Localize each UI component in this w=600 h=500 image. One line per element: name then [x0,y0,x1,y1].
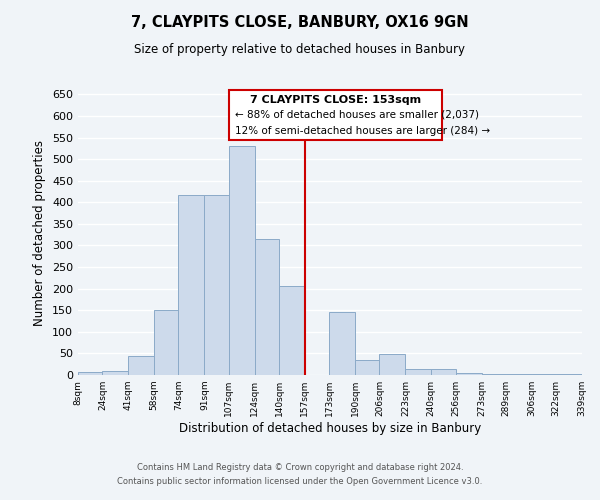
Bar [355,360,379,375]
Bar [78,372,103,375]
Y-axis label: Number of detached properties: Number of detached properties [34,140,46,326]
Bar [279,286,305,375]
X-axis label: Distribution of detached houses by size in Banbury: Distribution of detached houses by size … [179,422,481,435]
Text: Contains public sector information licensed under the Open Government Licence v3: Contains public sector information licen… [118,477,482,486]
Bar [506,374,532,375]
Bar [254,239,279,375]
Text: Contains HM Land Registry data © Crown copyright and database right 2024.: Contains HM Land Registry data © Crown c… [137,464,463,472]
Bar [103,370,128,375]
Text: 12% of semi-detached houses are larger (284) →: 12% of semi-detached houses are larger (… [235,126,490,136]
Text: ← 88% of detached houses are smaller (2,037): ← 88% of detached houses are smaller (2,… [235,110,479,120]
Text: Size of property relative to detached houses in Banbury: Size of property relative to detached ho… [134,42,466,56]
Bar [154,310,178,375]
Bar [329,312,355,375]
Bar [128,356,154,375]
Bar [482,374,506,375]
Bar [556,374,582,375]
Bar [379,354,406,375]
Bar [455,373,482,375]
Text: 7 CLAYPITS CLOSE: 153sqm: 7 CLAYPITS CLOSE: 153sqm [250,95,421,105]
Bar [431,370,455,375]
Bar [532,374,556,375]
Bar [178,194,205,375]
Bar [229,146,254,375]
Bar [205,194,229,375]
Text: 7, CLAYPITS CLOSE, BANBURY, OX16 9GN: 7, CLAYPITS CLOSE, BANBURY, OX16 9GN [131,15,469,30]
Bar [406,368,431,375]
